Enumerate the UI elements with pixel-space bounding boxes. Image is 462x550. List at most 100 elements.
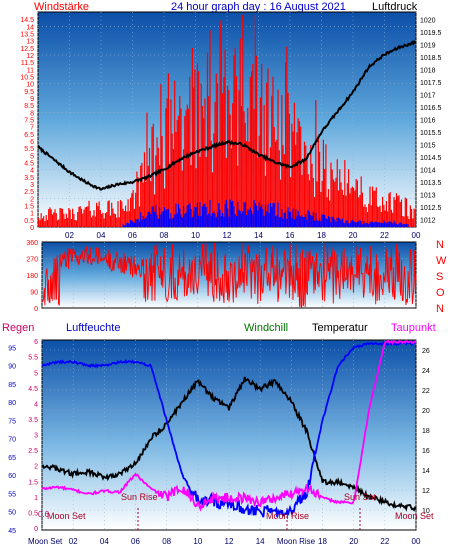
compass-letter: O <box>436 287 445 299</box>
header-title: 24 hour graph day : 16 August 2021 <box>171 1 346 13</box>
humidity-tick-label: 45 <box>8 528 16 535</box>
wind-tick-label: 5 <box>30 153 34 160</box>
wind-tick-label: 12 <box>26 53 34 60</box>
pressure-tick-label: 1016.5 <box>420 105 442 112</box>
humidity-tick-label: 50 <box>8 510 16 517</box>
sun-rise-label: Sun Rise <box>121 492 158 502</box>
wind-direction-line <box>41 242 417 309</box>
pressure-tick-label: 1013.5 <box>420 180 442 187</box>
rain-tick-label: 0.5 <box>28 510 38 517</box>
moon-rise-label: Moon Rise <box>266 511 309 521</box>
direction-tick-label: 180 <box>26 273 38 280</box>
wind-tick-label: 11 <box>27 67 34 74</box>
bottom-tick-label: 08 <box>162 537 171 546</box>
rain-axis: 0 0.5 1 1.5 2 2.5 3 3.5 4 4.5 5 5.5 6 <box>28 339 38 533</box>
humidity-tick-label: 70 <box>8 437 16 444</box>
pressure-tick-label: 1012 <box>420 218 436 225</box>
pressure-tick-label: 1018 <box>420 68 436 75</box>
pressure-tick-label: 1014 <box>420 168 436 175</box>
dewpoint-line <box>41 339 417 512</box>
pressure-line <box>37 40 416 191</box>
sun-set-label: Sun Set <box>344 492 377 502</box>
direction-tick-label: 90 <box>30 290 38 297</box>
value-06-label: 0.6 <box>38 510 50 519</box>
rain-tick-label: 4 <box>34 401 38 408</box>
wind-tick-label: 6.5 <box>24 132 34 139</box>
wind-tick-label: 1 <box>30 211 34 218</box>
wind-tick-label: 14 <box>26 24 34 31</box>
temperature-tick-label: 20 <box>422 408 430 415</box>
compass-letter: N <box>436 303 444 315</box>
x-tick-label: 02 <box>65 231 74 240</box>
x-tick-label: 18 <box>317 231 326 240</box>
humidity-tick-label: 75 <box>8 418 16 425</box>
bottom-tick-label: Moon Rise <box>277 537 316 546</box>
pressure-tick-label: 1018.5 <box>420 55 442 62</box>
panel1-wind-bars <box>38 14 416 227</box>
direction-tick-label: 270 <box>26 257 38 264</box>
wind-tick-label: 9 <box>30 96 34 103</box>
temperature-tick-label: 14 <box>422 468 430 475</box>
rain-tick-label: 3.5 <box>28 417 38 424</box>
rain-tick-label: 2.5 <box>28 448 38 455</box>
pressure-tick-label: 1015 <box>420 143 436 150</box>
wind-tick-label: 0.5 <box>24 218 34 225</box>
wind-tick-label: 0 <box>30 225 34 232</box>
pressure-tick-label: 1014.5 <box>420 155 442 162</box>
wind-tick-label: 13 <box>26 39 34 46</box>
temperature-tick-label: 22 <box>422 388 430 395</box>
moon-set-right-label: Moon Set <box>395 511 434 521</box>
wind-tick-label: 6 <box>30 139 34 146</box>
pressure-tick-label: 1015.5 <box>420 130 442 137</box>
temperature-line <box>41 376 417 512</box>
bottom-tick-label: 18 <box>318 537 327 546</box>
wind-tick-label: 2.5 <box>24 189 34 196</box>
bottom-tick-label: 12 <box>225 537 234 546</box>
compass-letter: S <box>436 271 443 283</box>
wind-tick-label: 12.5 <box>20 46 34 53</box>
pressure-tick-label: 1019.5 <box>420 30 442 37</box>
humidity-tick-label: 80 <box>8 400 16 407</box>
legend-temperatur: Temperatur <box>312 322 368 334</box>
wind-tick-label: 1.5 <box>24 204 34 211</box>
wind-tick-label: 4 <box>30 168 34 175</box>
wind-tick-label: 8 <box>30 110 34 117</box>
panel1: 00.511.522.533.544.555.566.577.588.599.5… <box>20 11 442 240</box>
x-tick-label: 14 <box>254 231 263 240</box>
wind-tick-label: 3 <box>30 182 34 189</box>
rain-tick-label: 6 <box>34 339 38 346</box>
wind-tick-label: 11.5 <box>21 60 34 67</box>
x-tick-label: 04 <box>97 231 106 240</box>
panel1-left-axis: 00.511.522.533.544.555.566.577.588.599.5… <box>20 17 34 232</box>
humidity-tick-label: 95 <box>8 345 16 352</box>
rain-tick-label: 4.5 <box>28 386 38 393</box>
pressure-tick-label: 1017 <box>420 93 436 100</box>
x-tick-label: 12 <box>223 231 232 240</box>
legend-windchill: Windchill <box>244 322 288 334</box>
direction-tick-label: 360 <box>26 240 38 247</box>
bottom-tick-label: 00 <box>412 537 421 546</box>
temperature-tick-label: 12 <box>422 488 430 495</box>
pressure-tick-label: 1017.5 <box>420 80 442 87</box>
compass-letter: W <box>436 255 447 267</box>
rain-tick-label: 3 <box>34 433 38 440</box>
humidity-tick-label: 90 <box>8 364 16 371</box>
rain-tick-label: 5 <box>34 370 38 377</box>
humidity-line <box>41 341 417 518</box>
x-tick-label: 22 <box>380 231 389 240</box>
x-tick-label: 20 <box>349 231 358 240</box>
humidity-axis: 45 50 55 60 65 70 75 80 85 90 95 <box>8 345 16 535</box>
humidity-tick-label: 55 <box>8 491 16 498</box>
temperature-tick-label: 24 <box>422 368 430 375</box>
x-tick-label: 08 <box>160 231 169 240</box>
wind-tick-label: 8.5 <box>24 103 34 110</box>
moon-set-left-label: Moon Set <box>47 511 86 521</box>
bottom-tick-label: 06 <box>131 537 140 546</box>
bottom-tick-label: Moon Set <box>28 537 63 546</box>
humidity-tick-label: 85 <box>8 382 16 389</box>
bottom-tick-label: 04 <box>100 537 109 546</box>
